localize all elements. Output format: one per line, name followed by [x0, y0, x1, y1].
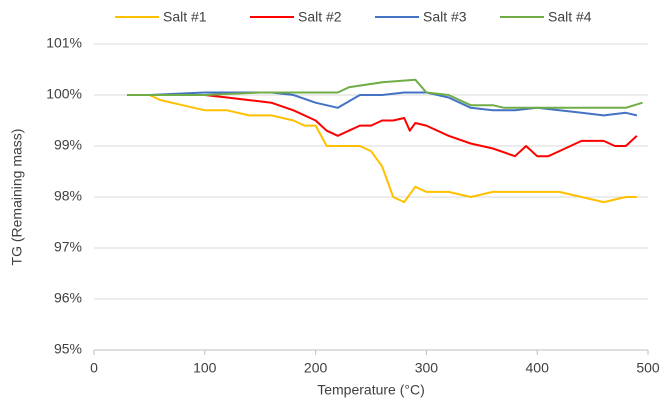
- y-tick-label: 96%: [54, 290, 82, 306]
- x-tick-label: 100: [193, 360, 217, 376]
- y-tick-label: 100%: [46, 86, 82, 102]
- x-tick-label: 200: [304, 360, 328, 376]
- legend-label: Salt #1: [163, 9, 207, 25]
- y-tick-label: 97%: [54, 239, 82, 255]
- x-tick-label: 500: [636, 360, 660, 376]
- x-tick-label: 0: [90, 360, 98, 376]
- legend-label: Salt #3: [423, 9, 467, 25]
- legend-label: Salt #2: [298, 9, 342, 25]
- series-line: [127, 78, 643, 109]
- y-tick-label: 98%: [54, 188, 82, 204]
- y-tick-label: 95%: [54, 341, 82, 357]
- y-tick-label: 99%: [54, 137, 82, 153]
- x-axis-title: Temperature (°C): [317, 382, 425, 398]
- series-line: [127, 94, 638, 158]
- series-line: [127, 94, 637, 204]
- y-axis-title: TG (Remaining mass): [9, 129, 25, 266]
- legend-label: Salt #4: [548, 9, 592, 25]
- y-tick-label: 101%: [46, 35, 82, 51]
- x-tick-label: 400: [526, 360, 550, 376]
- x-tick-label: 300: [415, 360, 439, 376]
